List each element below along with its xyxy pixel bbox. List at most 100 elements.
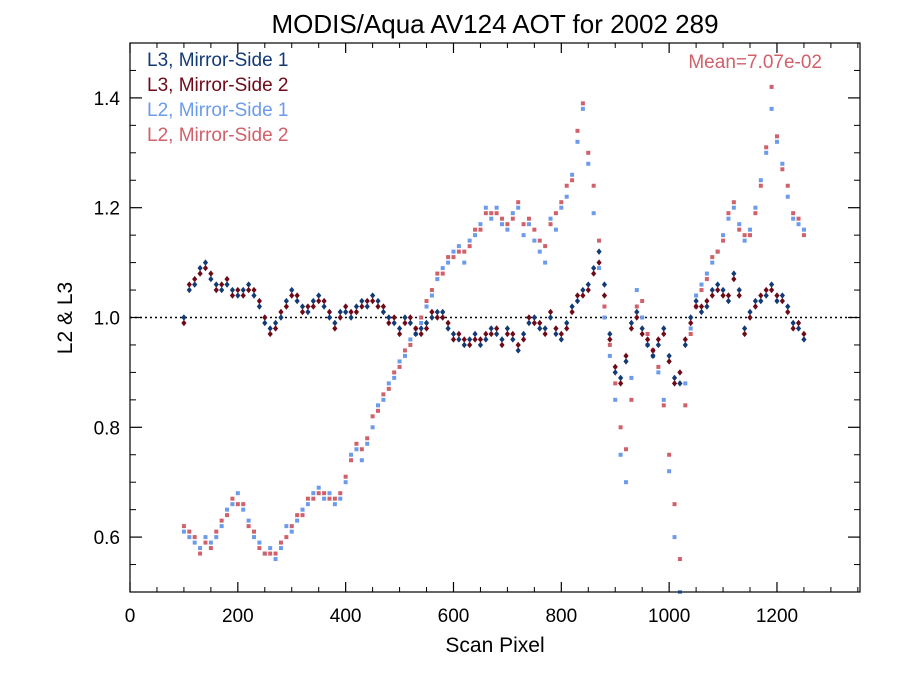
data-point (472, 336, 478, 343)
data-point (246, 524, 251, 529)
data-point (553, 325, 559, 332)
data-point (640, 315, 645, 320)
data-point (531, 319, 537, 327)
data-point (780, 161, 785, 166)
data-point (644, 341, 651, 349)
data-point (672, 502, 677, 507)
data-point (704, 277, 709, 282)
data-point (764, 145, 769, 150)
data-point (456, 330, 462, 338)
data-point (246, 518, 251, 523)
series-1 (181, 259, 807, 387)
data-point (478, 222, 483, 227)
data-point (634, 314, 640, 321)
data-point (327, 496, 332, 501)
data-point (602, 315, 607, 320)
data-point (450, 330, 457, 338)
data-point (456, 244, 461, 249)
data-point (591, 264, 597, 272)
data-point (316, 491, 321, 496)
data-point (440, 266, 445, 271)
data-point (553, 227, 558, 232)
data-point (725, 297, 732, 305)
data-point (440, 271, 445, 276)
data-point (569, 303, 575, 310)
data-point (661, 397, 666, 402)
data-point (499, 336, 505, 343)
data-point (558, 336, 564, 343)
data-point (596, 248, 602, 255)
y-tick-label: 0.8 (94, 418, 120, 439)
data-point (574, 297, 581, 305)
data-point (338, 491, 343, 496)
data-point (219, 281, 225, 288)
data-point (343, 303, 349, 310)
data-point (473, 233, 478, 238)
data-point (456, 336, 462, 343)
data-point (440, 308, 446, 316)
data-point (726, 216, 731, 221)
legend-entry: L2, Mirror-Side 2 (147, 125, 289, 146)
data-point (688, 331, 693, 336)
data-point (483, 211, 488, 216)
data-point (429, 314, 435, 321)
data-point (548, 216, 553, 221)
data-point (763, 292, 769, 299)
data-point (790, 319, 796, 327)
data-point (326, 308, 333, 316)
data-point (396, 325, 403, 332)
data-point (704, 297, 710, 305)
data-point (321, 297, 327, 305)
data-point (235, 286, 241, 294)
data-point (769, 84, 774, 89)
data-point (510, 330, 516, 338)
data-point (202, 259, 209, 266)
data-point (402, 348, 407, 353)
data-point (644, 336, 651, 343)
data-point (768, 286, 775, 294)
data-point (424, 299, 429, 304)
data-point (456, 249, 461, 254)
data-point (618, 374, 624, 382)
data-point (273, 557, 278, 562)
data-point (726, 211, 731, 216)
data-point (516, 200, 521, 205)
data-point (737, 222, 742, 227)
data-point (311, 496, 316, 501)
x-tick-label: 800 (545, 606, 577, 627)
data-point (597, 238, 602, 243)
data-point (790, 325, 796, 332)
data-point (359, 303, 365, 310)
data-point (219, 524, 224, 529)
data-point (208, 540, 213, 545)
data-point (618, 425, 623, 430)
data-point (332, 502, 337, 507)
data-point (375, 303, 381, 310)
legend-entry: L3, Mirror-Side 2 (147, 75, 289, 96)
data-point (370, 425, 375, 430)
data-point (311, 491, 316, 496)
data-point (521, 222, 526, 227)
data-point (235, 502, 240, 507)
data-point (310, 297, 316, 305)
data-point (661, 325, 667, 332)
data-point (322, 496, 327, 501)
data-point (419, 320, 424, 325)
data-point (558, 330, 564, 338)
data-point (354, 447, 359, 452)
data-point (736, 286, 742, 294)
data-point (451, 249, 456, 254)
data-point (446, 260, 451, 265)
data-point (326, 314, 333, 321)
data-point (586, 150, 591, 155)
data-point (510, 336, 516, 343)
data-point (327, 491, 332, 496)
data-point (796, 216, 801, 221)
data-point (748, 233, 753, 238)
data-point (364, 297, 370, 305)
data-point (343, 308, 349, 316)
data-point (316, 297, 322, 305)
data-point (370, 292, 376, 299)
data-point (181, 529, 186, 534)
data-point (424, 304, 429, 309)
